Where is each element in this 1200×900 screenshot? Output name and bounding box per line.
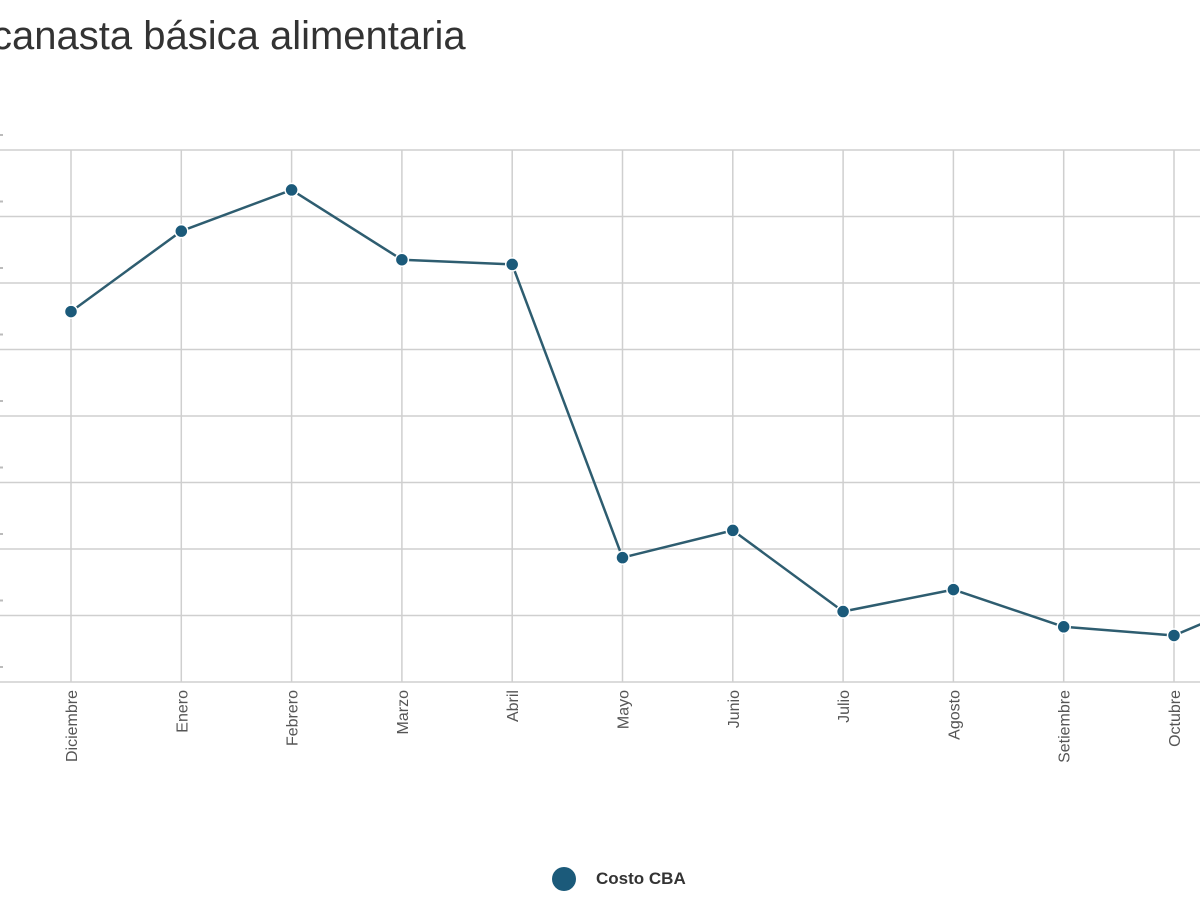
data-point	[946, 582, 961, 597]
x-tick-label: Diciembre	[64, 690, 81, 762]
data-point	[394, 252, 410, 267]
x-axis-ticks: Diciembre Enero Febrero Marzo Abril Mayo Junio…	[64, 690, 1184, 763]
series-line-costo-cba	[70, 188, 1200, 637]
x-tick-label: Junio	[726, 690, 743, 728]
x-tick-label: Julio	[836, 690, 853, 723]
series-line-layer	[70, 188, 1200, 637]
x-tick-label: Agosto	[946, 690, 963, 740]
legend-label-costo-cba: Costo CBA	[596, 869, 686, 888]
x-tick-label: Abril	[505, 690, 522, 722]
data-point	[1056, 619, 1071, 635]
legend-marker-costo-cba	[552, 867, 576, 891]
x-tick-label: Febrero	[285, 690, 302, 746]
x-tick-label: Mayo	[616, 690, 633, 729]
data-points	[63, 182, 1182, 643]
x-tick-label: Marzo	[395, 690, 412, 735]
data-point	[174, 223, 189, 239]
data-point	[725, 523, 741, 538]
x-tick-label: Enero	[174, 690, 191, 733]
data-point	[63, 304, 79, 319]
data-point	[1166, 628, 1182, 643]
data-point	[615, 550, 630, 565]
grid	[0, 134, 1200, 683]
data-point	[504, 257, 520, 272]
chart-title: canasta básica alimentaria	[0, 14, 466, 58]
x-tick-label: Setiembre	[1057, 690, 1074, 763]
x-tick-label: Octubre	[1167, 690, 1184, 747]
data-point	[284, 182, 299, 198]
legend: Costo CBA	[552, 866, 686, 892]
data-point	[835, 604, 851, 619]
